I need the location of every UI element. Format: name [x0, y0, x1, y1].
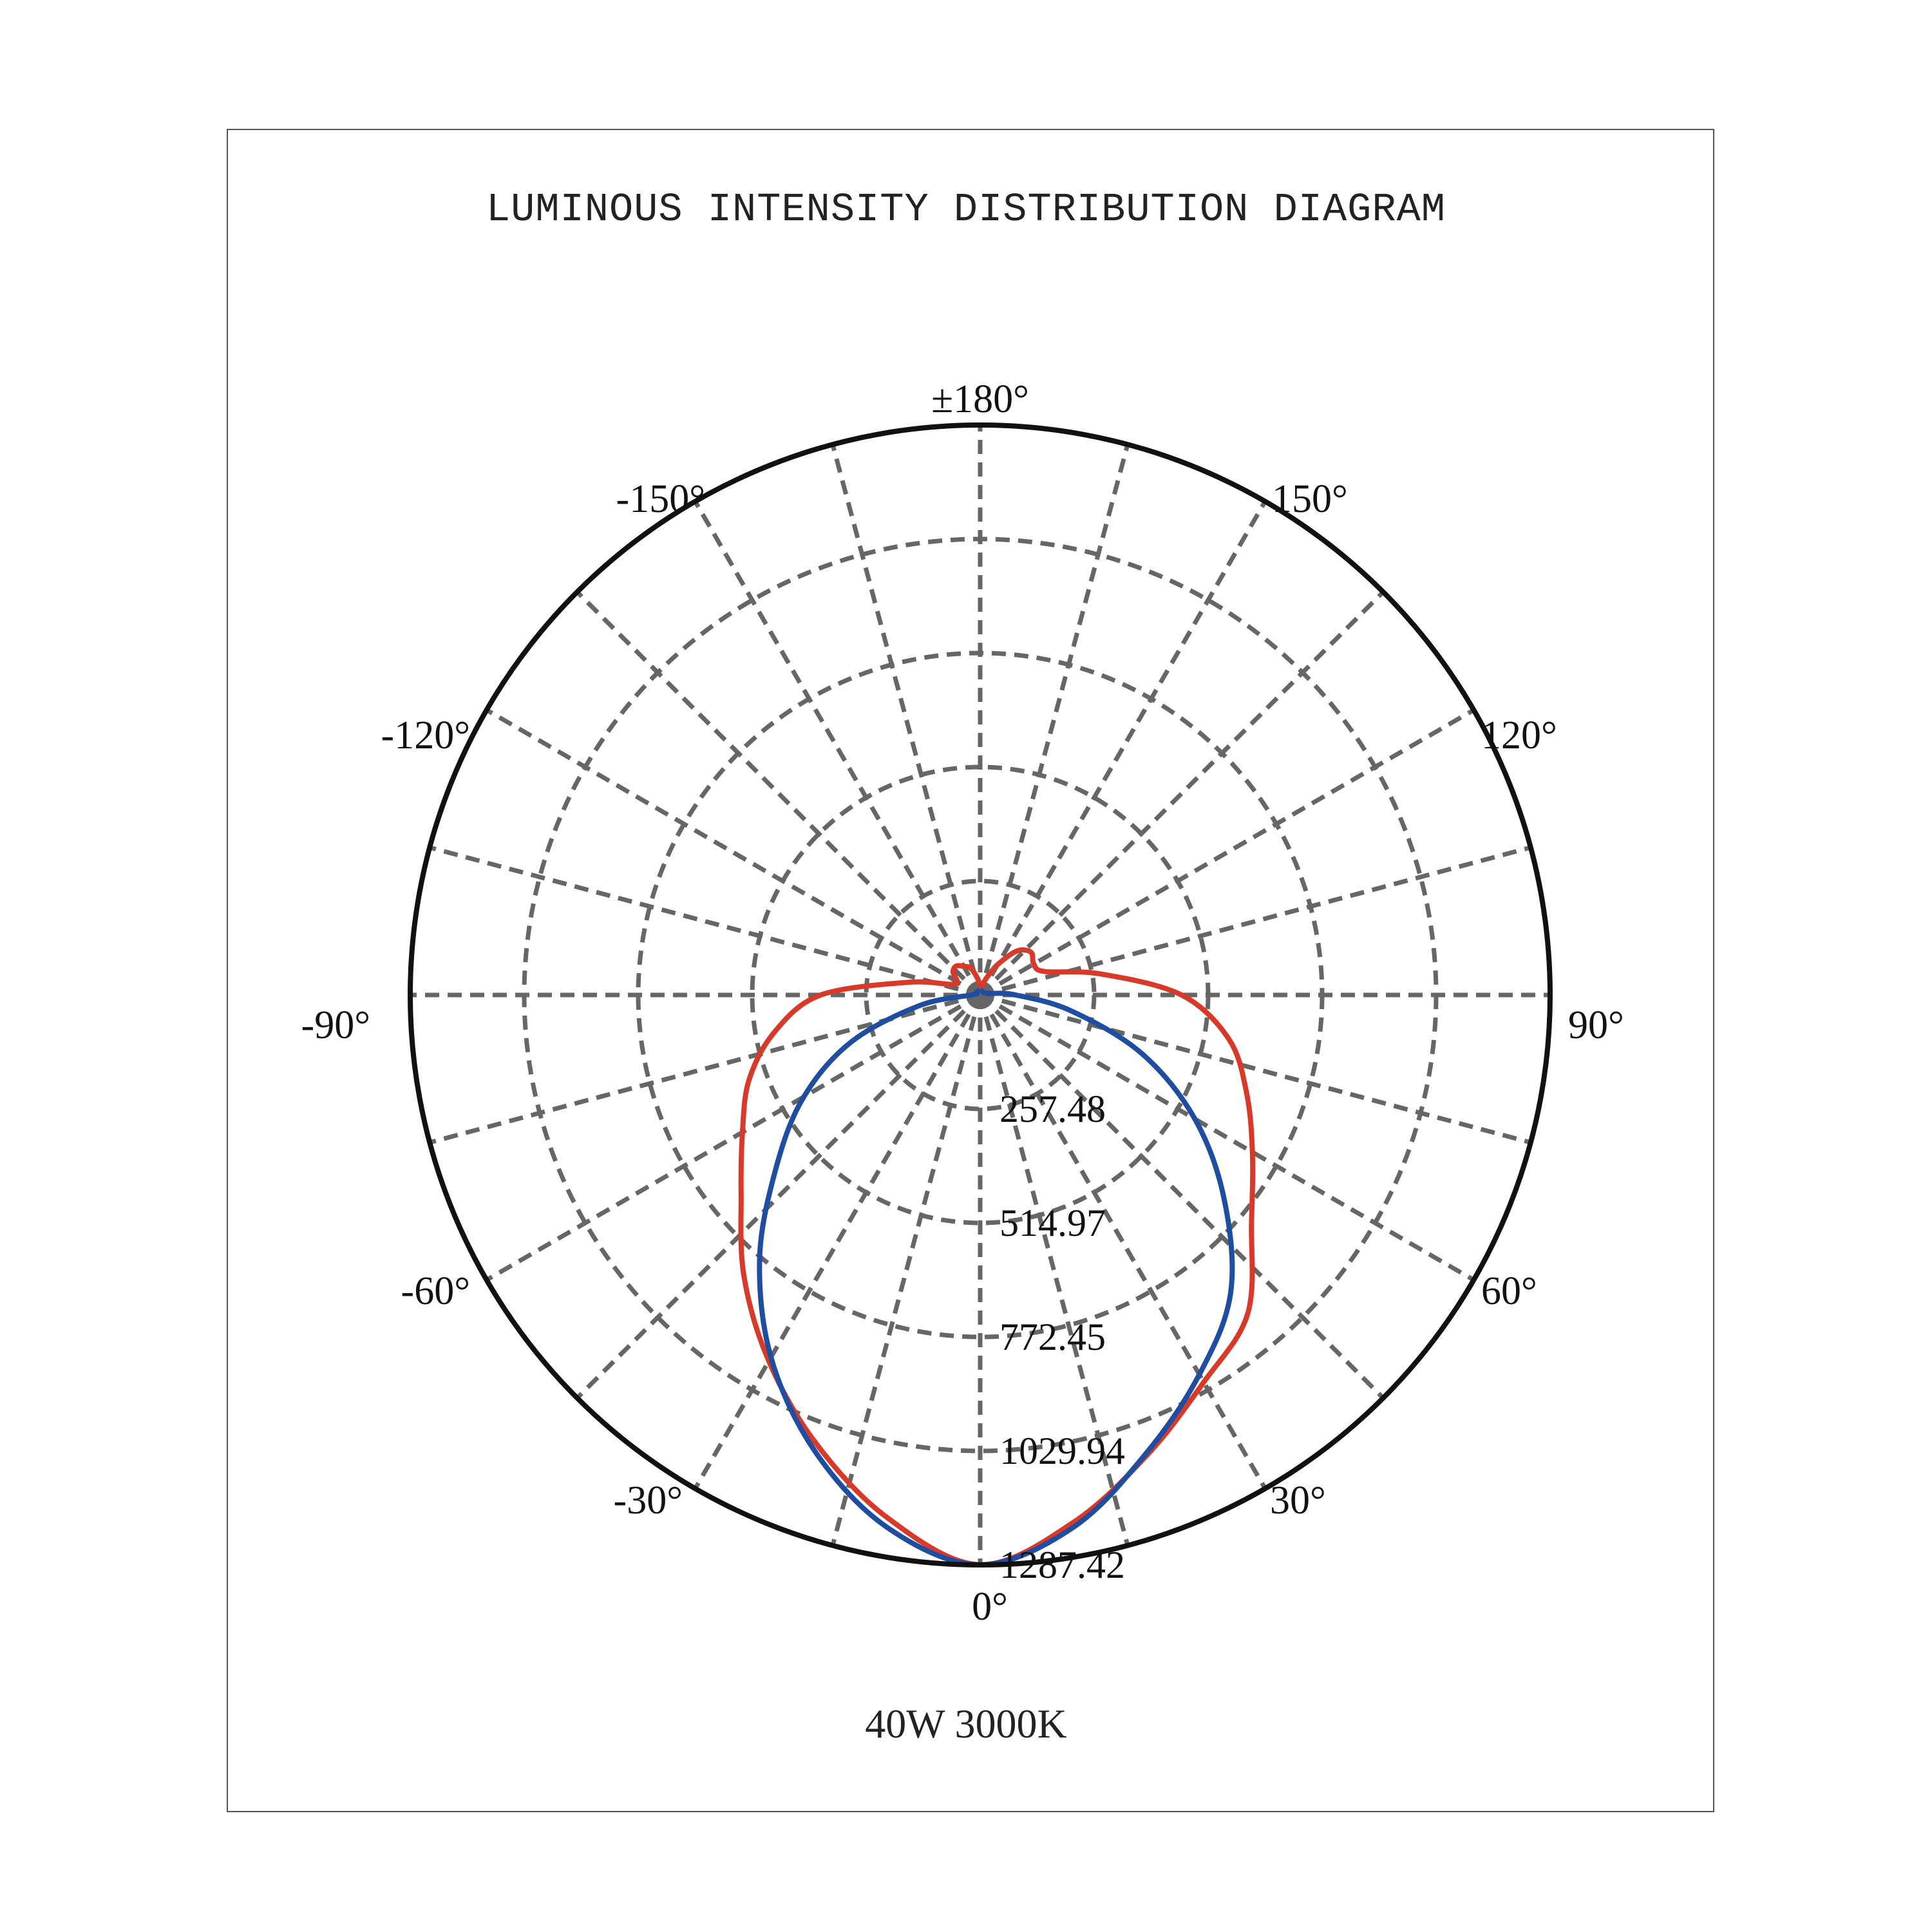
grid-spoke — [485, 992, 981, 1282]
chart-title: LUMINOUS INTENSITY DISTRIBUTION DIAGRAM — [486, 187, 1446, 232]
grid-spoke — [693, 994, 983, 1490]
series-layer — [738, 947, 1256, 1567]
grid-spoke — [979, 708, 1475, 998]
grid-spoke — [978, 993, 1385, 1400]
radial-tick-label: 772.45 — [999, 1316, 1106, 1358]
angle-label: -90° — [301, 1003, 370, 1047]
angle-label: 30° — [1270, 1479, 1326, 1522]
angle-label: 0° — [972, 1585, 1008, 1629]
grid-spoke — [429, 845, 981, 998]
grid-spoke — [979, 992, 1475, 1282]
chart-caption: 40W 3000K — [865, 1701, 1067, 1747]
angle-label: -150° — [616, 477, 705, 521]
grid-spoke — [693, 500, 983, 996]
radial-tick-label: 257.48 — [999, 1088, 1106, 1130]
angle-label: -60° — [401, 1269, 470, 1313]
grid-spoke — [830, 444, 983, 996]
angle-label: 150° — [1272, 477, 1348, 521]
angle-label: 120° — [1481, 714, 1557, 757]
angle-label: 90° — [1568, 1003, 1624, 1047]
series-blue-curve — [757, 988, 1235, 1567]
angle-label: -30° — [614, 1479, 683, 1522]
radial-tick-labels: 257.48 514.97 772.45 1029.94 1287.42 — [999, 1088, 1125, 1586]
outer-ring — [408, 422, 1553, 1567]
grid-spokes — [410, 425, 1550, 1565]
radial-tick-label: 514.97 — [999, 1202, 1106, 1244]
grid-spoke — [485, 708, 981, 998]
grid-spoke — [978, 444, 1130, 996]
grid-spoke — [978, 590, 1385, 997]
grid-spoke — [980, 992, 1531, 1145]
grid-spoke — [830, 994, 983, 1546]
angle-label: 60° — [1481, 1269, 1537, 1313]
grid-spoke — [575, 993, 982, 1400]
radial-tick-label: 1287.42 — [999, 1544, 1125, 1586]
radial-tick-label: 1029.94 — [999, 1430, 1125, 1472]
grid-spoke — [978, 994, 1267, 1490]
chart-frame — [227, 129, 1714, 1812]
angle-labels: 0° 30° 60° 90° 120° 150° ±180° -150° -120° -90° -6… — [301, 377, 1624, 1629]
series-red-curve — [738, 947, 1256, 1567]
grid-spoke — [575, 590, 982, 997]
angle-label: -120° — [381, 714, 470, 757]
angle-label: ±180° — [931, 377, 1029, 421]
grid-spoke — [978, 994, 1130, 1546]
grid-spoke — [978, 500, 1267, 996]
